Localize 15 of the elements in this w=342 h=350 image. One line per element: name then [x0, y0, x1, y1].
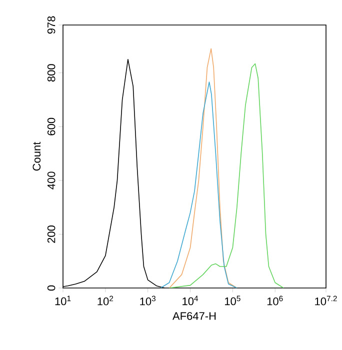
y-axis-title: Count — [32, 142, 41, 171]
y-tick-label: 200 — [47, 225, 56, 243]
x-tick-label: 10$^{2}$ — [98, 296, 114, 306]
y-tick-label: 400 — [47, 172, 56, 190]
x-tick-label: 10$^{4}$ — [182, 296, 198, 306]
x-tick-label: 10$^{5}$ — [225, 296, 240, 306]
y-tick-label: 800 — [47, 64, 56, 82]
x-axis-title: AF647-H — [172, 312, 216, 320]
y-tick-label: 0 — [47, 285, 56, 291]
x-tick-label: 10$^{1}$ — [55, 296, 71, 306]
x-tick-label: 10$^{6}$ — [267, 296, 283, 306]
y-tick-label: 978 — [47, 16, 56, 34]
y-tick-label: 600 — [47, 118, 56, 136]
x-tick-label: 10$^{7.2}$ — [315, 296, 337, 306]
x-tick-label: 10$^{3}$ — [140, 296, 156, 306]
